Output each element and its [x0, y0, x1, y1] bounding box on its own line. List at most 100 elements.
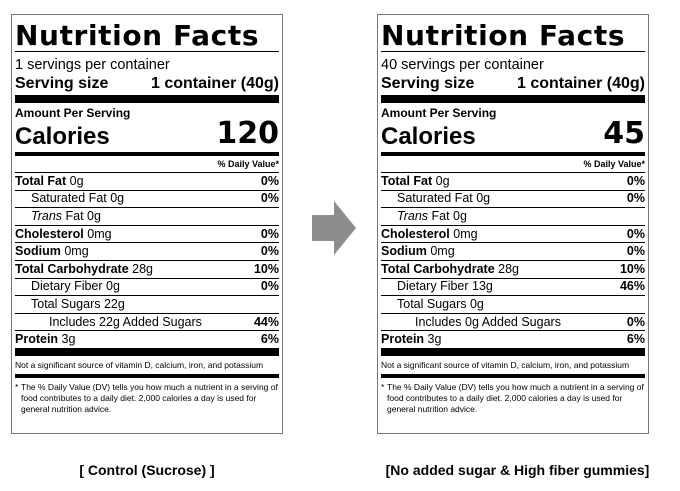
nutrient-label-italic: Trans: [31, 208, 63, 223]
serving-size-row: Serving size 1 container (40g): [15, 74, 279, 95]
calories-value: 45: [603, 116, 645, 151]
nutrient-label: Cholesterol: [15, 226, 84, 241]
nutrient-dv: 0%: [260, 279, 279, 294]
nutrient-dv: 0%: [626, 244, 645, 259]
nutrient-row-total-fat: Total Fat 0g 0%: [381, 172, 645, 190]
nutrient-label: Dietary Fiber 13g: [397, 279, 493, 294]
nutrient-label: Total Fat: [381, 173, 433, 188]
nutrient-amount: 3g: [61, 332, 76, 347]
divider-thick: [15, 347, 279, 356]
nutrient-label: Protein: [15, 332, 59, 347]
nutrient-amount: 0mg: [453, 226, 478, 241]
calories-value: 120: [216, 116, 279, 151]
nutrient-label: Sodium: [15, 244, 61, 259]
divider-thick: [381, 347, 645, 356]
right-arrow-icon: [312, 201, 356, 255]
footnote-text: The % Daily Value (DV) tells you how muc…: [387, 381, 644, 414]
nutrient-dv: 0%: [626, 191, 645, 206]
daily-value-header: % Daily Value*: [583, 159, 645, 169]
nutrient-row-total-carbohydrate: Total Carbohydrate 28g 10%: [15, 259, 279, 278]
serving-size-value: 1 container (40g): [516, 75, 645, 92]
footnote-text: The % Daily Value (DV) tells you how muc…: [21, 381, 278, 414]
nutrient-dv: 6%: [626, 332, 645, 347]
nutrient-row-total-carbohydrate: Total Carbohydrate 28g 10%: [381, 259, 645, 278]
caption-gummies: [No added sugar & High fiber gummies]: [385, 462, 650, 478]
nutrient-row-total-sugars: Total Sugars 0g: [381, 295, 645, 313]
nutrient-amount: 0mg: [64, 244, 89, 259]
nutrient-row-sodium: Sodium 0mg 0%: [15, 242, 279, 260]
nutrient-dv: 0%: [260, 226, 279, 241]
servings-per-container: 40 servings per container: [381, 57, 544, 73]
nutrient-label: Cholesterol: [381, 226, 450, 241]
nutrient-amount: 0g: [435, 173, 450, 188]
calories-label: Calories: [381, 123, 476, 150]
nutrient-row-saturated-fat: Saturated Fat 0g 0%: [15, 189, 279, 208]
nutrient-dv: 44%: [253, 314, 279, 329]
amount-per-serving: Amount Per Serving: [381, 106, 497, 120]
nutrient-dv: 0%: [260, 173, 279, 188]
footnote-asterisk: *: [15, 381, 19, 392]
vitamins-footnote: Not a significant source of vitamin D, c…: [15, 359, 264, 370]
nutrient-amount: 3g: [427, 332, 442, 347]
nutrient-label: Fat 0g: [65, 208, 101, 223]
nutrient-label: Sodium: [381, 244, 427, 259]
nutrient-row-saturated-fat: Saturated Fat 0g 0%: [381, 189, 645, 208]
nutrient-amount: 0mg: [430, 244, 455, 259]
footnote-asterisk: *: [381, 381, 385, 392]
nutrient-dv: 46%: [619, 279, 645, 294]
nutrient-row-total-fat: Total Fat 0g 0%: [15, 172, 279, 190]
nutrition-label-control: Nutrition Facts 1 servings per container…: [11, 14, 283, 434]
serving-size-label: Serving size: [15, 75, 109, 92]
nutrient-row-protein: Protein 3g 6%: [15, 330, 279, 348]
divider-thick: [15, 95, 279, 103]
servings-per-container: 1 servings per container: [15, 57, 170, 73]
arrow-shape: [312, 201, 356, 255]
vitamins-footnote: Not a significant source of vitamin D, c…: [381, 359, 630, 370]
calories-label: Calories: [15, 123, 110, 150]
nutrient-row-cholesterol: Cholesterol 0mg 0%: [15, 224, 279, 243]
nutrient-row-total-sugars: Total Sugars 22g: [15, 295, 279, 313]
divider: [15, 51, 279, 52]
nutrient-label: Dietary Fiber 0g: [31, 279, 120, 294]
nutrient-amount: 0g: [69, 173, 84, 188]
nutrient-amount: 0mg: [87, 226, 112, 241]
nutrient-label: Total Fat: [15, 173, 67, 188]
nutrient-label: Protein: [381, 332, 425, 347]
nutrient-label: Total Carbohydrate: [381, 261, 495, 276]
nutrient-dv: 6%: [260, 332, 279, 347]
serving-size-row: Serving size 1 container (40g): [381, 74, 645, 95]
nutrient-row-dietary-fiber: Dietary Fiber 13g 46%: [381, 277, 645, 296]
nutrient-dv: 0%: [626, 314, 645, 329]
divider: [381, 51, 645, 52]
divider-medium: [381, 152, 645, 156]
calories-row: Calories 120: [15, 116, 279, 151]
nutrient-dv: 0%: [260, 191, 279, 206]
nutrient-dv: 0%: [260, 244, 279, 259]
nutrient-row-trans-fat: Trans Fat 0g: [381, 207, 645, 225]
daily-value-footnote: * The % Daily Value (DV) tells you how m…: [381, 382, 645, 415]
nutrient-row-added-sugars: Includes 22g Added Sugars 44%: [15, 312, 279, 331]
nutrient-amount: 28g: [132, 261, 154, 276]
nutrient-dv: 10%: [619, 261, 645, 276]
nutrient-dv: 0%: [626, 226, 645, 241]
nutrient-row-trans-fat: Trans Fat 0g: [15, 207, 279, 225]
divider-medium: [15, 152, 279, 156]
nutrition-facts-title: Nutrition Facts: [381, 19, 626, 52]
serving-size-label: Serving size: [381, 75, 475, 92]
nutrient-row-dietary-fiber: Dietary Fiber 0g 0%: [15, 277, 279, 296]
divider-thick: [381, 95, 645, 103]
daily-value-footnote: * The % Daily Value (DV) tells you how m…: [15, 382, 279, 415]
nutrient-label: Includes 0g Added Sugars: [415, 314, 561, 329]
nutrient-amount: 28g: [498, 261, 520, 276]
nutrition-facts-title: Nutrition Facts: [15, 19, 260, 52]
serving-size-value: 1 container (40g): [150, 75, 279, 92]
nutrient-label: Saturated Fat 0g: [397, 191, 491, 206]
nutrient-row-sodium: Sodium 0mg 0%: [381, 242, 645, 260]
nutrient-label: Saturated Fat 0g: [31, 191, 125, 206]
nutrient-row-protein: Protein 3g 6%: [381, 330, 645, 348]
nutrient-dv: 0%: [626, 173, 645, 188]
divider-medium: [15, 373, 279, 378]
calories-row: Calories 45: [381, 116, 645, 151]
daily-value-header: % Daily Value*: [217, 159, 279, 169]
nutrient-label-italic: Trans: [397, 208, 429, 223]
